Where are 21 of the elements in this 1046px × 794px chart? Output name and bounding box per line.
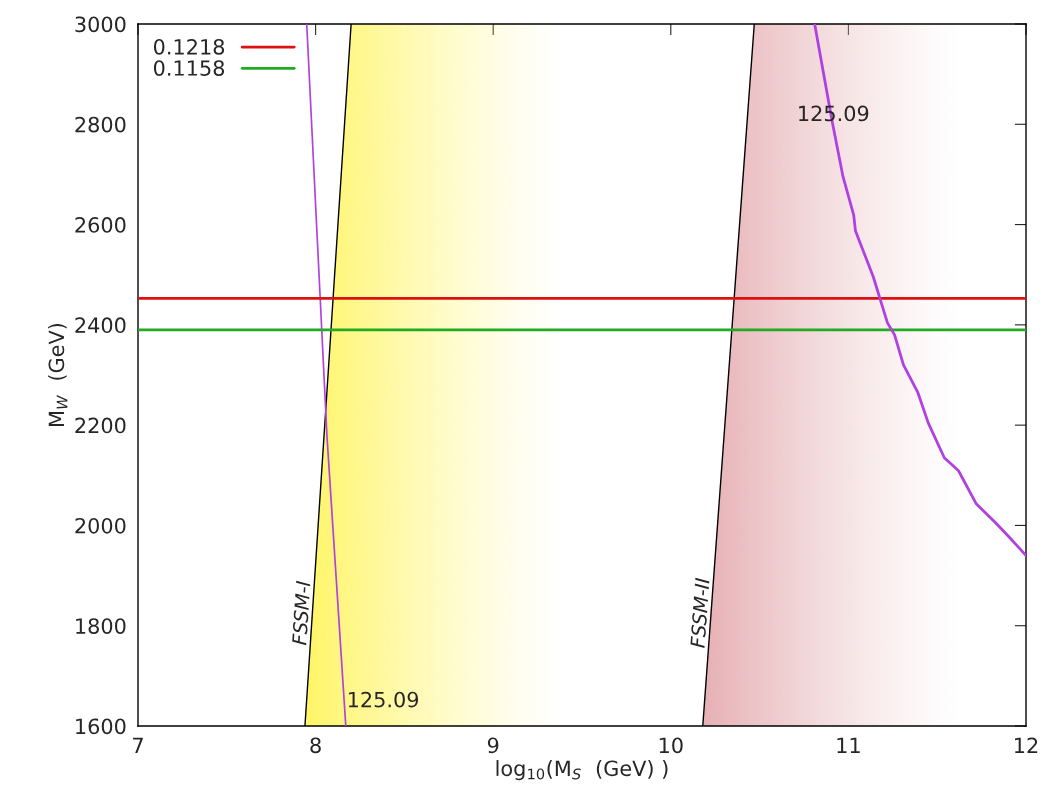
y-tick-label: 2800 (75, 116, 126, 133)
text: FSSM-II (690, 577, 710, 648)
legend-label: 0.1218 (153, 38, 225, 55)
y-axis-title: M$_{W}$ (GeV) (48, 323, 68, 426)
series-label: 125.09 (348, 691, 419, 708)
text: FSSM-I (291, 580, 311, 646)
y-tick-label: 1600 (76, 718, 126, 735)
x-tick-label: 11 (837, 737, 860, 753)
y-tick-label: 2200 (75, 417, 126, 434)
legend-label: 0.1158 (153, 60, 225, 76)
y-tick-label: 2400 (75, 317, 126, 334)
x-tick-label: 12 (1015, 737, 1038, 753)
x-axis-title: log$_{10}$(M$_{S}$ (GeV) ) (496, 760, 668, 781)
x-tick-label: 8 (310, 737, 321, 754)
y-tick-label: 3000 (75, 16, 126, 33)
y-tick-label: 2600 (75, 217, 126, 233)
y-tick-label: 2000 (75, 517, 126, 534)
x-tick-label: 10 (659, 737, 683, 754)
x-tick-label: 9 (487, 737, 499, 754)
x-tick-label: 7 (133, 737, 143, 753)
y-tick-label: 1800 (76, 618, 126, 634)
